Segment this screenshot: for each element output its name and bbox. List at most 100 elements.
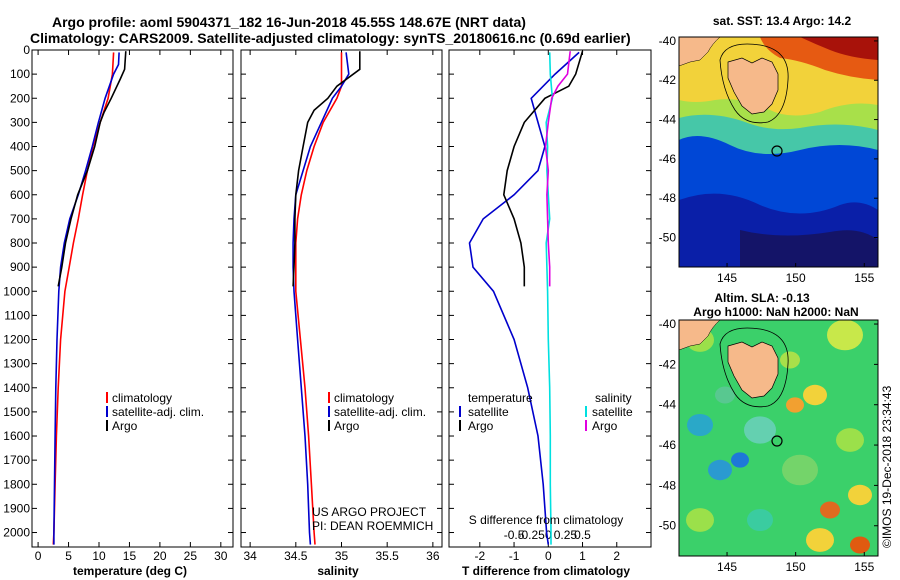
map-y-tick-label: -44 xyxy=(659,398,677,412)
sla-map-title: Altim. SLA: -0.13 xyxy=(714,291,810,305)
sla-anomaly-blob xyxy=(803,384,827,406)
series-line-s-argo xyxy=(544,51,571,287)
y-tick-label: 100 xyxy=(10,67,30,81)
x-tick-label: 35.5 xyxy=(376,549,400,563)
map-y-tick-label: -42 xyxy=(659,357,677,371)
legend-argo-label: Argo xyxy=(334,419,360,433)
y-tick-label: 200 xyxy=(10,91,30,105)
map-x-tick-label: 155 xyxy=(854,560,874,574)
y-tick-label: 1800 xyxy=(3,477,30,491)
map-y-tick-label: -44 xyxy=(659,113,677,127)
s-tick-label: -0.25 xyxy=(517,528,545,542)
x-tick-label: 2 xyxy=(613,549,620,563)
legend-argo-swatch xyxy=(328,420,330,431)
pi-credit: PI: DEAN ROEMMICH xyxy=(312,519,433,533)
figure-title-line1: Argo profile: aoml 5904371_182 16-Jun-20… xyxy=(52,14,526,30)
legend-climatology-swatch xyxy=(106,392,108,403)
sla-anomaly-blob xyxy=(780,351,800,369)
difference-ticks: -2 -1 0 1 2 xyxy=(449,49,651,563)
legend-climatology-swatch xyxy=(328,392,330,403)
series-line-climatology xyxy=(295,52,343,545)
sla-anomaly-blob xyxy=(827,320,863,351)
s-tick-label: -0.5 xyxy=(504,528,525,542)
sla-anomaly-blob xyxy=(782,454,818,486)
sla-anomaly-blob xyxy=(820,501,840,519)
y-tick-label: 2000 xyxy=(3,526,30,540)
legend-s-argo-swatch xyxy=(585,420,587,431)
temperature-panel-frame xyxy=(31,49,234,548)
map-y-tick-label: -46 xyxy=(659,438,677,452)
sla-anomaly-blob xyxy=(806,528,834,552)
sla-anomaly-blob xyxy=(687,413,713,437)
map-x-tick-label: 150 xyxy=(786,560,806,574)
y-tick-label: 1600 xyxy=(3,429,30,443)
salinity-profiles xyxy=(292,51,361,545)
s-tick-label: 0 xyxy=(545,528,552,542)
salinity-legend: climatology satellite-adj. clim. Argo xyxy=(328,391,426,433)
y-tick-label: 1900 xyxy=(3,501,30,515)
sla-map-ticks: 145 150 155 -40 -42 -44 -46 -48 -50 xyxy=(659,317,878,574)
legend-argo-swatch xyxy=(106,420,108,431)
sla-anomaly-blob xyxy=(850,536,870,554)
map-x-tick-label: 155 xyxy=(854,271,874,285)
sla-anomaly-blob xyxy=(744,416,776,444)
temperature-profiles xyxy=(52,51,127,545)
y-tick-label: 700 xyxy=(10,212,30,226)
legend-t-satellite-swatch xyxy=(459,406,461,417)
legend-climatology-label: climatology xyxy=(334,391,394,405)
x-tick-label: 1 xyxy=(579,549,586,563)
x-tick-label: 34.5 xyxy=(284,549,308,563)
legend-satellite-label: satellite-adj. clim. xyxy=(112,405,204,419)
project-credit: US ARGO PROJECT xyxy=(312,505,427,519)
s-tick-label: 0.5 xyxy=(574,528,591,542)
sla-anomaly-blob xyxy=(715,386,735,404)
sst-band-hottest xyxy=(800,37,878,60)
map-y-tick-label: -48 xyxy=(659,191,677,205)
legend-satellite-swatch xyxy=(328,406,330,417)
legend-salinity-header: salinity xyxy=(595,391,632,405)
sla-anomaly-blob xyxy=(686,508,714,532)
salinity-ticks: 34 34.5 35 35.5 36 xyxy=(241,49,442,563)
y-tick-label: 1400 xyxy=(3,381,30,395)
legend-t-argo-label: Argo xyxy=(468,419,494,433)
series-line-t-argo xyxy=(502,50,584,287)
legend-climatology-label: climatology xyxy=(112,391,172,405)
map-y-tick-label: -48 xyxy=(659,478,677,492)
y-tick-label: 1500 xyxy=(3,405,30,419)
sla-anomaly-blob xyxy=(708,459,732,481)
x-tick-label: 10 xyxy=(92,549,106,563)
argo-position-marker xyxy=(771,435,783,447)
legend-t-satellite-label: satellite xyxy=(468,405,509,419)
salinity-panel-frame xyxy=(240,49,443,548)
map-x-tick-label: 145 xyxy=(717,271,737,285)
map-y-tick-label: -40 xyxy=(659,34,677,48)
salinity-xlabel: salinity xyxy=(317,564,359,578)
mainland-land xyxy=(679,320,721,351)
map-y-tick-label: -42 xyxy=(659,73,677,87)
tasmania-land xyxy=(727,341,779,399)
y-tick-label: 1700 xyxy=(3,453,30,467)
y-tick-label: 1200 xyxy=(3,333,30,347)
temperature-ticks: 0 5 10 15 20 25 300100200300400500600700800900… xyxy=(3,43,233,563)
sla-map-frame xyxy=(678,319,879,557)
sla-anomaly-blob xyxy=(848,484,872,506)
sla-anomaly-blob xyxy=(786,397,804,413)
tasmania-land xyxy=(727,57,779,115)
argo-position-marker xyxy=(771,145,783,157)
sla-anomaly-blob xyxy=(731,452,749,468)
y-tick-label: 900 xyxy=(10,260,30,274)
x-tick-label: 36 xyxy=(426,549,440,563)
legend-satellite-label: satellite-adj. clim. xyxy=(334,405,426,419)
y-tick-label: 800 xyxy=(10,236,30,250)
series-line-t-satellite xyxy=(468,51,580,545)
map-x-tick-label: 145 xyxy=(717,560,737,574)
imos-timestamp: ©IMOS 19-Dec-2018 23:34:43 xyxy=(880,385,894,548)
map-y-tick-label: -50 xyxy=(659,519,677,533)
figure-title-line2: Climatology: CARS2009. Satellite-adjuste… xyxy=(30,30,631,46)
x-tick-label: 35 xyxy=(335,549,349,563)
temperature-xlabel: temperature (deg C) xyxy=(73,564,187,578)
mainland-land xyxy=(679,37,721,67)
series-line-argo xyxy=(57,51,127,287)
sst-map-frame xyxy=(678,36,879,268)
